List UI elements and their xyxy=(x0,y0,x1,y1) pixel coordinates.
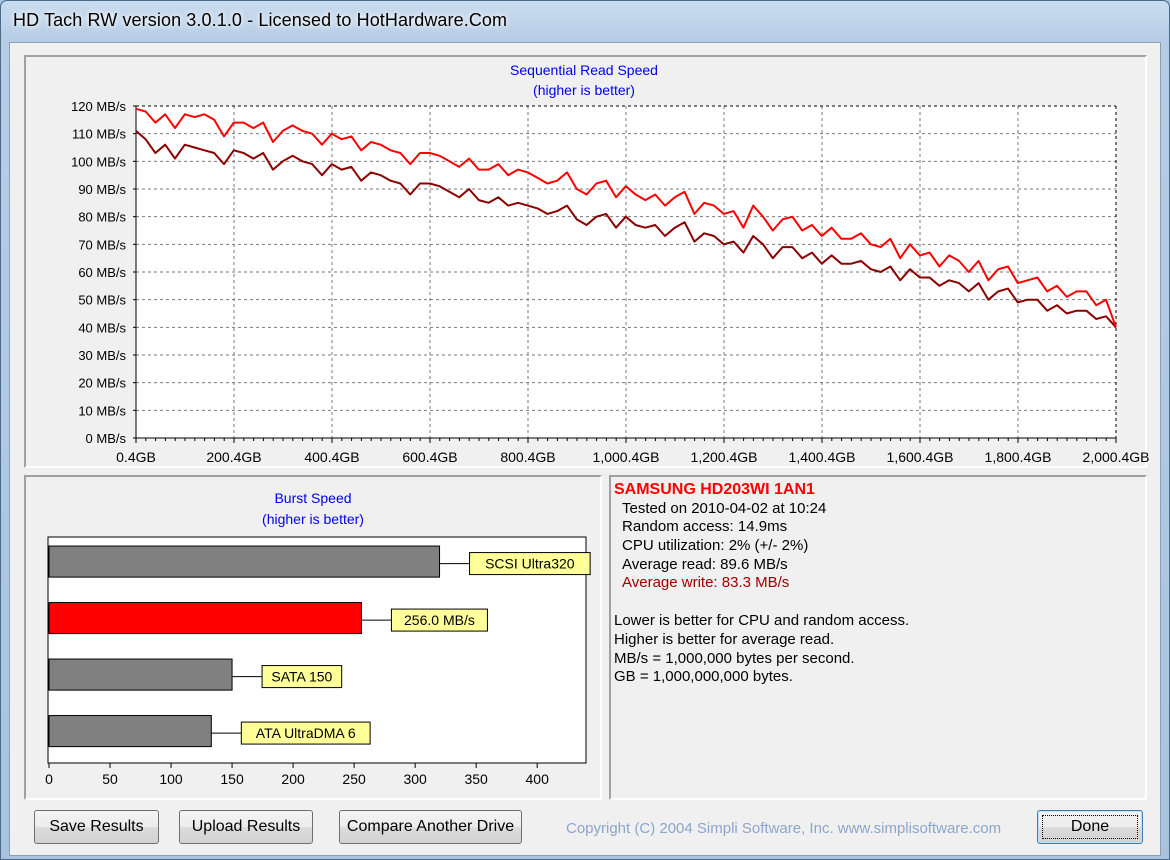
burst-speed-panel xyxy=(24,475,602,800)
compare-another-drive-button[interactable]: Compare Another Drive xyxy=(339,810,522,844)
done-button[interactable]: Done xyxy=(1037,810,1143,844)
average-read: Average read: 89.6 MB/s xyxy=(622,556,788,573)
cpu-utilization: CPU utilization: 2% (+/- 2%) xyxy=(622,537,809,554)
note-gb-definition: GB = 1,000,000,000 bytes. xyxy=(614,668,793,685)
note-mbs-definition: MB/s = 1,000,000 bytes per second. xyxy=(614,650,855,667)
done-button-label: Done xyxy=(1070,818,1110,835)
results-info-panel xyxy=(609,475,1147,800)
tested-date: Tested on 2010-04-02 at 10:24 xyxy=(622,500,827,517)
note-lower-better: Lower is better for CPU and random acces… xyxy=(614,612,910,629)
window-title: HD Tach RW version 3.0.1.0 - Licensed to… xyxy=(13,10,508,30)
random-access: Random access: 14.9ms xyxy=(622,518,788,535)
sequential-read-panel xyxy=(24,55,1147,468)
save-results-button[interactable]: Save Results xyxy=(34,810,159,844)
drive-model: SAMSUNG HD203WI 1AN1 xyxy=(614,481,815,498)
focus-rect xyxy=(1042,815,1138,839)
copyright-text: Copyright (C) 2004 Simpli Software, Inc.… xyxy=(566,820,1002,837)
title-bar[interactable]: HD Tach RW version 3.0.1.0 - Licensed to… xyxy=(1,1,1169,41)
upload-results-button[interactable]: Upload Results xyxy=(179,810,313,844)
average-write: Average write: 83.3 MB/s xyxy=(622,574,790,591)
note-higher-better: Higher is better for average read. xyxy=(614,631,835,648)
